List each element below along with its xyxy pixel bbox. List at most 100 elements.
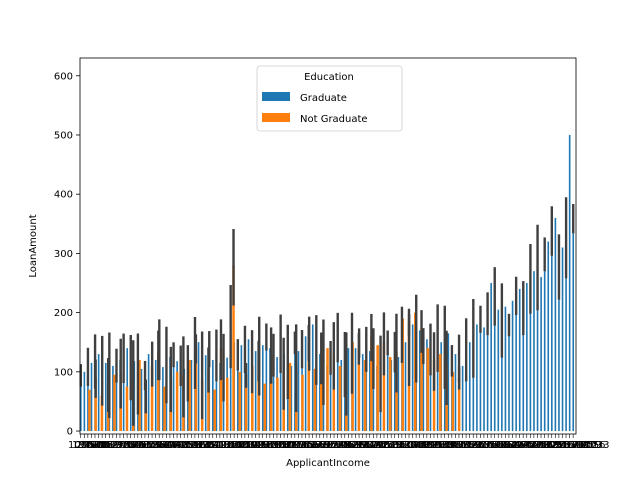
x-tick-label: 3401 — [520, 440, 545, 451]
x-tick-label: 9586 — [140, 440, 165, 451]
x-tick-label: 9884 — [436, 440, 461, 451]
x-tick-label: 1861 — [440, 440, 465, 451]
x-tick-label: 8344 — [356, 440, 381, 451]
x-tick-label: 7160 — [388, 440, 413, 451]
x-tick-label: 2838 — [444, 440, 469, 451]
x-tick-label: 4287 — [192, 440, 217, 451]
graduate-bar — [454, 354, 457, 432]
x-tick-label: 1000 — [68, 440, 93, 451]
graduate-bar — [197, 342, 200, 432]
y-tick-label: 500 — [54, 130, 73, 141]
x-tick-label: 7367 — [352, 440, 377, 451]
x-tick-label: 8137 — [392, 440, 417, 451]
not-graduate-bar — [382, 342, 386, 432]
x-tick-label: 6953 — [424, 440, 449, 451]
graduate-bar — [418, 330, 421, 432]
not-graduate-bar — [188, 359, 191, 432]
graduate-bar — [254, 351, 257, 432]
graduate-bar — [561, 247, 564, 432]
graduate-bar — [543, 253, 546, 432]
x-tick-label: 3310 — [188, 440, 213, 451]
graduate-bar — [154, 359, 157, 432]
graduate-bar — [429, 348, 432, 432]
graduate-bar — [422, 345, 425, 432]
graduate-bar — [533, 271, 535, 432]
graduate-bar — [90, 362, 93, 432]
graduate-bar — [240, 345, 243, 432]
x-tick-label: 5827 — [272, 440, 297, 451]
not-graduate-bar — [307, 342, 310, 432]
x-tick-label: 3517 — [152, 440, 177, 451]
graduate-bar — [261, 345, 264, 432]
x-tick-label: 4585 — [488, 440, 513, 451]
graduate-bar — [361, 354, 364, 432]
legend-label-graduate: Graduate — [300, 93, 347, 104]
graduate-bar — [319, 354, 321, 432]
x-tick-label: 2424 — [516, 440, 541, 451]
x-tick-label: 6804 — [276, 440, 301, 451]
not-graduate-bar — [439, 354, 442, 432]
graduate-bar — [162, 367, 164, 432]
x-tick-label: 2482 — [332, 440, 357, 451]
x-tick-label: 2896 — [260, 440, 285, 451]
legend: Education Graduate Not Graduate — [256, 65, 403, 132]
y-tick-label: 0 — [67, 427, 73, 438]
not-graduate-bar — [313, 368, 317, 432]
graduate-bar — [290, 365, 293, 432]
y-tick-label: 400 — [54, 190, 73, 201]
plot-area-frame — [79, 57, 577, 435]
x-tick-label: 9470 — [508, 440, 533, 451]
graduate-bar — [297, 351, 300, 432]
x-tick-label: 4643 — [304, 440, 329, 451]
not-graduate-bar — [420, 330, 423, 432]
x-tick-label: 7574 — [316, 440, 341, 451]
not-graduate-bar — [207, 368, 210, 432]
legend-swatch-graduate — [262, 92, 290, 101]
graduate-bar — [501, 318, 503, 432]
x-tick-label: 1033 — [584, 440, 609, 451]
graduate-bar — [112, 365, 114, 432]
x-tick-label: 3873 — [264, 440, 289, 451]
not-graduate-bar — [163, 386, 166, 432]
x-tick-label: 5206 — [380, 440, 405, 451]
graduate-bar — [215, 354, 218, 432]
graduate-bar — [465, 348, 467, 432]
x-tick-label: 5264 — [196, 440, 221, 451]
not-graduate-bar — [363, 359, 367, 432]
x-tick-label: 2747 — [112, 440, 137, 451]
x-tick-label: 2954 — [76, 440, 101, 451]
graduate-bar — [311, 324, 314, 432]
graduate-bar — [572, 217, 575, 432]
x-tick-label: 2689 — [296, 440, 321, 451]
not-graduate-bar — [150, 365, 154, 432]
legend-frame — [256, 65, 403, 132]
x-tick-label: 2631 — [480, 440, 505, 451]
not-graduate-bar — [370, 336, 373, 432]
x-tick-label: 8079 — [576, 440, 601, 451]
x-tick-label: 4378 — [524, 440, 549, 451]
x-tick-label: 3666 — [300, 440, 325, 451]
x-tick-label: 3724 — [116, 440, 141, 451]
not-graduate-bar — [213, 389, 216, 432]
graduate-bar — [187, 371, 189, 432]
graduate-bar — [172, 354, 175, 432]
x-tick-label: 4850 — [268, 440, 293, 451]
x-tick-label: 6597 — [312, 440, 337, 451]
graduate-bar — [372, 357, 375, 432]
x-tick-label: 7930 — [428, 440, 453, 451]
graduate-bar — [115, 364, 118, 432]
bars-layer — [80, 134, 575, 432]
graduate-bar — [397, 357, 400, 432]
x-tick-label: 3815 — [448, 440, 473, 451]
not-graduate-bar — [457, 377, 461, 432]
graduate-bar — [279, 342, 282, 432]
graduate-bar — [540, 277, 542, 432]
graduate-bar — [536, 265, 539, 432]
not-graduate-bar — [269, 354, 273, 432]
x-tick-label: 9263 — [544, 440, 569, 451]
x-tick-label: 5678 — [124, 440, 149, 451]
x-tick-label: 7218 — [204, 440, 229, 451]
graduate-bar — [522, 306, 525, 432]
graduate-bar — [369, 351, 371, 432]
x-tick-label: 1149 — [216, 440, 241, 451]
